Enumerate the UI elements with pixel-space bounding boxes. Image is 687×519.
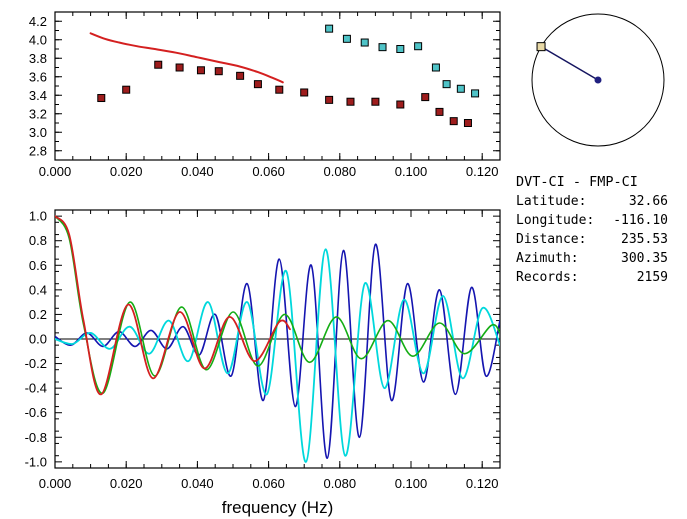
svg-text:0.120: 0.120: [466, 164, 499, 179]
info-row-latitude: Latitude: 32.66: [516, 192, 668, 211]
series-group-velocity-measurements: [97, 60, 472, 127]
svg-text:0.020: 0.020: [110, 476, 143, 491]
svg-text:3.0: 3.0: [29, 125, 47, 140]
svg-text:0.6: 0.6: [29, 258, 47, 273]
svg-text:0.2: 0.2: [29, 307, 47, 322]
svg-text:0.040: 0.040: [181, 476, 214, 491]
svg-text:0.000: 0.000: [39, 164, 72, 179]
svg-text:0.120: 0.120: [466, 476, 499, 491]
series-bessel-fit-green: [55, 215, 500, 394]
svg-text:0.100: 0.100: [395, 476, 428, 491]
info-value-distance: 235.53: [621, 232, 668, 247]
station-marker-icon: [536, 42, 546, 52]
info-row-azimuth: Azimuth: 300.35: [516, 249, 668, 268]
info-label-records: Records:: [516, 270, 579, 285]
spectra-chart: 0.000 0.020 0.040 0.060 0.080 0.100 0.120-1.0-…: [25, 209, 501, 517]
svg-text:-0.2: -0.2: [25, 356, 47, 371]
info-label-distance: Distance:: [516, 232, 587, 247]
info-row-records: Records: 2159: [516, 268, 668, 287]
svg-text:0.100: 0.100: [395, 164, 428, 179]
svg-text:-0.8: -0.8: [25, 430, 47, 445]
series-group: [89, 24, 480, 127]
svg-text:-1.0: -1.0: [25, 454, 47, 469]
station-pair-title: DVT-CI - FMP-CI: [516, 174, 638, 190]
series-bessel-fit-red: [55, 215, 291, 396]
info-label-latitude: Latitude:: [516, 194, 587, 209]
svg-text:0.060: 0.060: [252, 476, 285, 491]
plot-frame: [54, 11, 501, 161]
svg-text:0.0: 0.0: [29, 332, 47, 347]
dial-circle: [531, 13, 665, 147]
info-value-latitude: 32.66: [628, 194, 668, 209]
svg-text:0.4: 0.4: [29, 282, 47, 297]
svg-text:2.8: 2.8: [29, 143, 47, 158]
y-tick-labels: -1.0 -0.8 -0.6 -0.4 -0.2 0.0 0.2 0.4 0.6 0.8 1.0: [25, 209, 47, 470]
info-row-distance: Distance: 235.53: [516, 230, 668, 249]
x-tick-labels: 0.000 0.020 0.040 0.060 0.080 0.100 0.120: [39, 164, 499, 179]
x-axis-label: frequency (Hz): [222, 498, 333, 517]
x-tick-labels: 0.000 0.020 0.040 0.060 0.080 0.100 0.120: [39, 476, 499, 491]
info-row-longitude: Longitude: -116.10: [516, 211, 668, 230]
svg-text:0.040: 0.040: [181, 164, 214, 179]
series-phase-velocity-fit: [89, 32, 284, 84]
svg-text:3.6: 3.6: [29, 69, 47, 84]
series-phase-velocity-measurements: [325, 24, 480, 98]
info-value-azimuth: 300.35: [621, 251, 668, 266]
svg-text:3.8: 3.8: [29, 51, 47, 66]
svg-text:4.2: 4.2: [29, 14, 47, 29]
svg-text:0.000: 0.000: [39, 476, 72, 491]
station-info-panel: DVT-CI - FMP-CI Latitude: 32.66 Longitud…: [516, 172, 668, 287]
svg-text:0.080: 0.080: [324, 476, 357, 491]
major-ticks: [54, 12, 500, 160]
y-tick-labels: 2.8 3.0 3.2 3.4 3.6 3.8 4.0 4.2: [29, 14, 47, 159]
svg-text:1.0: 1.0: [29, 209, 47, 224]
svg-text:4.0: 4.0: [29, 32, 47, 47]
svg-text:0.080: 0.080: [324, 164, 357, 179]
svg-text:-0.4: -0.4: [25, 381, 47, 396]
series-group: [55, 215, 500, 463]
info-label-azimuth: Azimuth:: [516, 251, 579, 266]
svg-text:-0.6: -0.6: [25, 405, 47, 420]
svg-text:0.8: 0.8: [29, 233, 47, 248]
dispersion-chart: 0.000 0.020 0.040 0.060 0.080 0.100 0.120 2.8 3.…: [29, 11, 501, 179]
series-observed-spectrum-blue: [55, 243, 500, 460]
svg-text:0.060: 0.060: [252, 164, 285, 179]
info-value-longitude: -116.10: [613, 213, 668, 228]
azimuth-dial: [531, 13, 665, 147]
svg-text:3.2: 3.2: [29, 106, 47, 121]
azimuth-line: [540, 46, 599, 81]
info-value-records: 2159: [636, 270, 668, 285]
info-label-longitude: Longitude:: [516, 213, 595, 228]
svg-text:3.4: 3.4: [29, 88, 47, 103]
dial-center-dot: [594, 76, 602, 84]
svg-text:0.020: 0.020: [110, 164, 143, 179]
series-observed-spectrum-cyan: [55, 248, 500, 463]
